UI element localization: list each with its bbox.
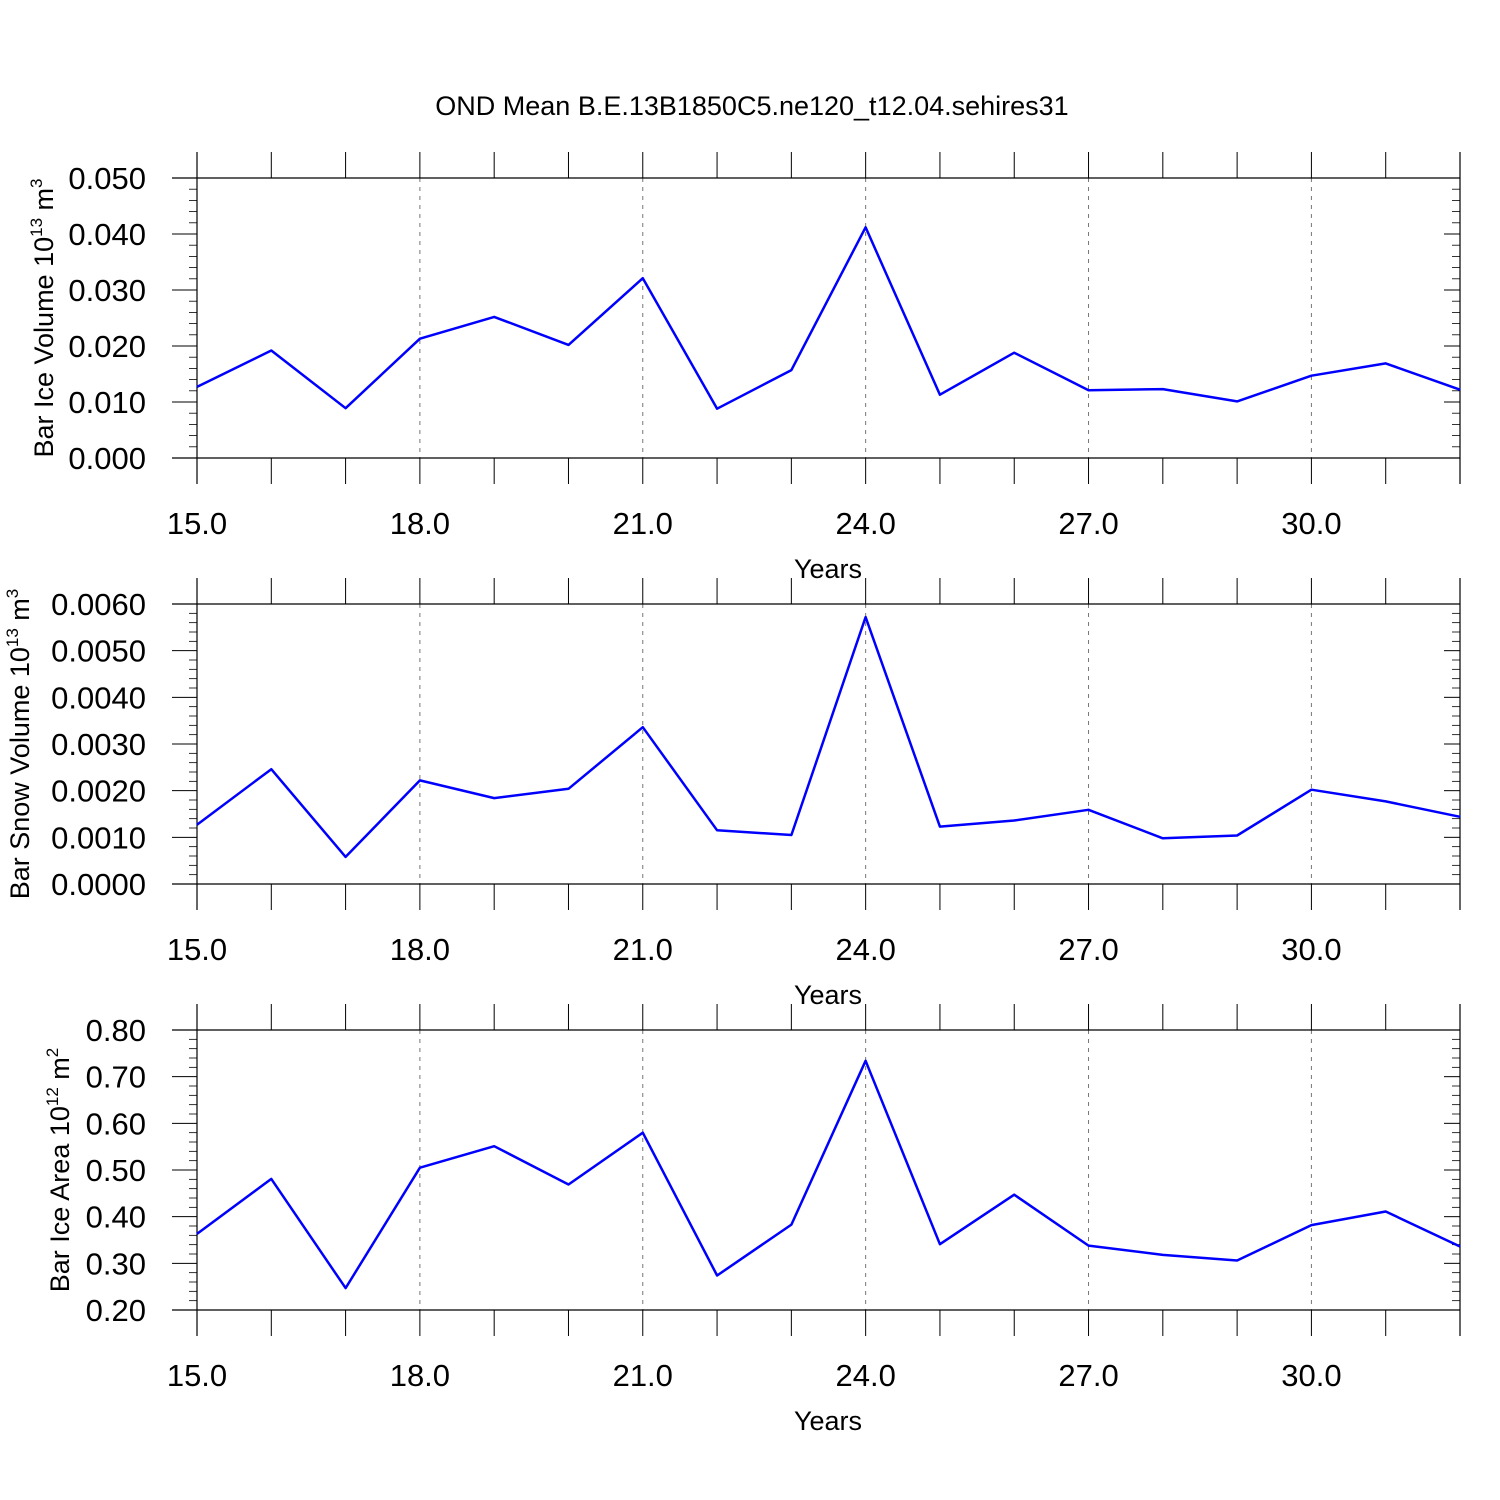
x-tick-label: 21.0 bbox=[613, 932, 673, 967]
x-axis-title: Years bbox=[794, 554, 862, 584]
series-line bbox=[196, 615, 1461, 859]
series-line bbox=[196, 226, 1461, 410]
y-axis-title-part: 3 bbox=[27, 178, 46, 187]
y-tick-label: 0.70 bbox=[86, 1060, 146, 1095]
x-tick-label: 18.0 bbox=[390, 1358, 450, 1393]
y-tick-label: 0.20 bbox=[86, 1293, 146, 1328]
y-tick-label: 0.40 bbox=[86, 1200, 146, 1235]
y-tick-label: 0.0020 bbox=[51, 774, 146, 809]
x-axis-title: Years bbox=[794, 980, 862, 1010]
x-tick-label: 15.0 bbox=[167, 1358, 227, 1393]
x-tick-label: 30.0 bbox=[1281, 932, 1341, 967]
panel-2: 0.0000 0.0010 0.0020 0.0030 0.0040 0.0050 0.00… bbox=[3, 578, 1461, 1010]
y-axis-title-part: m bbox=[29, 188, 59, 218]
chart-title: OND Mean B.E.13B1850C5.ne120_t12.04.sehi… bbox=[435, 91, 1068, 121]
y-axis-title-part: Bar Ice Area 10 bbox=[45, 1106, 75, 1292]
y-axis-title: Bar Ice Area 1012 m2 bbox=[43, 1048, 75, 1293]
y-tick-label: 0.0060 bbox=[51, 587, 146, 622]
panel-3: 0.20 0.30 0.40 0.50 0.60 0.70 0.80 15.0 18.0 21.0… bbox=[43, 1004, 1461, 1436]
x-tick-label: 15.0 bbox=[167, 932, 227, 967]
x-tick-label: 24.0 bbox=[835, 932, 895, 967]
x-tick-label: 24.0 bbox=[835, 1358, 895, 1393]
x-tick-label: 30.0 bbox=[1281, 1358, 1341, 1393]
y-axis-title-part: 12 bbox=[43, 1087, 62, 1106]
y-tick-label: 0.0040 bbox=[51, 680, 146, 715]
y-tick-label: 0.60 bbox=[86, 1106, 146, 1141]
y-tick-label: 0.010 bbox=[68, 385, 146, 420]
y-axis-title-part: 2 bbox=[43, 1048, 62, 1057]
y-tick-label: 0.0010 bbox=[51, 820, 146, 855]
y-tick-label: 0.040 bbox=[68, 217, 146, 252]
x-tick-label: 15.0 bbox=[167, 506, 227, 541]
panel-1: 0.000 0.010 0.020 0.030 0.040 0.050 15.0 18.0 21… bbox=[27, 152, 1461, 584]
y-tick-label: 0.030 bbox=[68, 273, 146, 308]
y-tick-label: 0.0050 bbox=[51, 634, 146, 669]
y-axis-title-part: Bar Ice Volume 10 bbox=[29, 237, 59, 458]
x-tick-label: 27.0 bbox=[1058, 932, 1118, 967]
x-tick-label: 18.0 bbox=[390, 932, 450, 967]
y-tick-label: 0.30 bbox=[86, 1246, 146, 1281]
y-axis-title-part: 13 bbox=[3, 628, 22, 647]
y-axis-title: Bar Snow Volume 1013 m3 bbox=[3, 589, 35, 900]
x-tick-label: 30.0 bbox=[1281, 506, 1341, 541]
x-tick-label: 18.0 bbox=[390, 506, 450, 541]
y-tick-label: 0.0000 bbox=[51, 867, 146, 902]
x-tick-label: 24.0 bbox=[835, 506, 895, 541]
y-axis-title-part: m bbox=[45, 1057, 75, 1087]
y-tick-label: 0.50 bbox=[86, 1153, 146, 1188]
series-line bbox=[196, 1059, 1461, 1290]
x-tick-label: 21.0 bbox=[613, 506, 673, 541]
y-tick-label: 0.020 bbox=[68, 329, 146, 364]
x-axis-title: Years bbox=[794, 1406, 862, 1436]
y-tick-label: 0.0030 bbox=[51, 727, 146, 762]
y-axis-title: Bar Ice Volume 1013 m3 bbox=[27, 178, 59, 457]
y-tick-label: 0.000 bbox=[68, 441, 146, 476]
y-axis-title-part: Bar Snow Volume 10 bbox=[5, 647, 35, 899]
y-axis-title-part: 13 bbox=[27, 218, 46, 237]
x-tick-label: 27.0 bbox=[1058, 1358, 1118, 1393]
y-axis-title-part: 3 bbox=[3, 589, 22, 598]
x-tick-label: 27.0 bbox=[1058, 506, 1118, 541]
y-axis-title-part: m bbox=[5, 598, 35, 628]
x-tick-label: 21.0 bbox=[613, 1358, 673, 1393]
y-tick-label: 0.80 bbox=[86, 1013, 146, 1048]
y-tick-label: 0.050 bbox=[68, 161, 146, 196]
